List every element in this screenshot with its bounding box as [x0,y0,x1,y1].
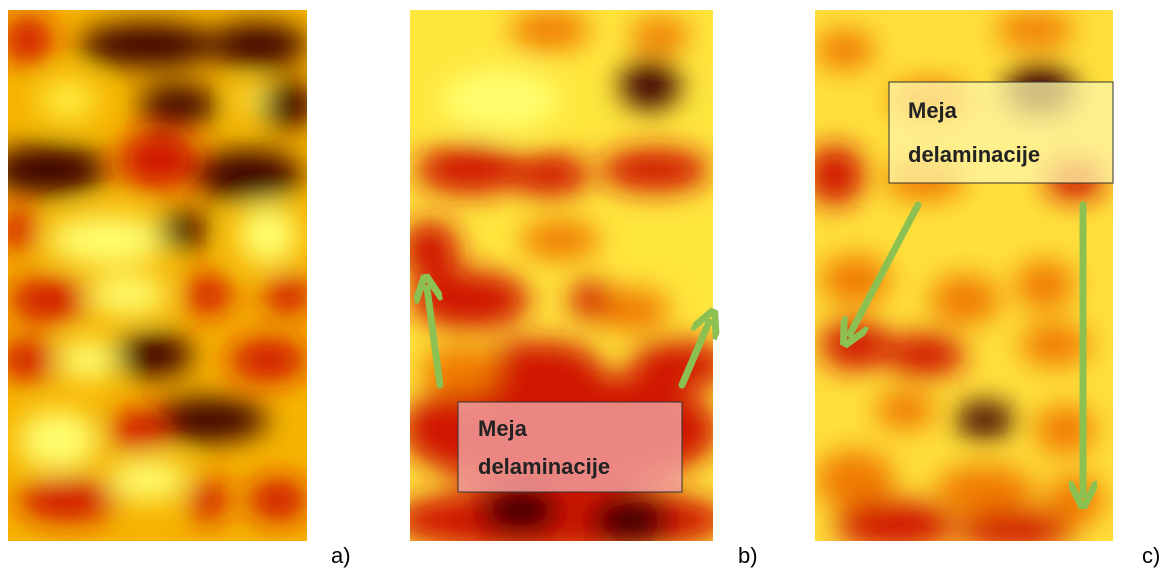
heat-blob [875,390,935,430]
heat-blob [208,23,307,67]
heat-blob [815,145,865,205]
heat-blob [48,215,168,265]
heat-blob [18,478,118,522]
arrows [427,201,1083,495]
heat-blob [8,15,53,65]
annotation-line: Meja [908,98,958,123]
heat-blob [108,460,188,500]
heat-blob [258,83,307,127]
heat-blob [630,17,690,53]
heat-blob [78,23,218,67]
annotation-box [888,81,1114,184]
heat-blob [420,345,500,395]
heat-blob [248,478,307,522]
heat-blob [118,130,198,190]
heat-blob [183,275,233,315]
heat-blob [590,288,670,332]
heat-blob [570,280,610,320]
annotation-line: Meja [478,416,528,441]
heat-blob [228,338,307,382]
heat-blob [18,410,98,470]
heat-blob [590,495,670,541]
heat-blob [148,398,268,442]
heat-blob [8,278,88,322]
heat-blob [88,275,168,315]
thermogram-a [8,10,307,541]
heat-blob [995,12,1075,48]
heat-blob [8,15,307,522]
arrow [850,201,922,334]
heat-blob [188,478,228,522]
heat-blob [1020,323,1090,367]
heat-blob [138,85,218,125]
heat-blob [8,340,58,380]
heat-blob [1015,260,1075,310]
heat-blob [1045,475,1105,525]
panel-label: b) [738,543,758,568]
annotation-line: delaminacije [478,454,610,479]
heat-blob [8,145,108,195]
heat-blob [510,10,590,50]
heat-blob [193,150,303,200]
arrow [678,322,709,389]
heat-blob [410,220,460,280]
heat-blob [510,153,590,197]
heat-blob [955,402,1015,438]
heat-blob [440,70,560,130]
heat-blob [835,500,955,541]
heat-blob [241,88,265,112]
heat-blob [8,210,38,250]
heat-blob [815,30,875,70]
arrow [427,288,444,389]
heat-blob [238,205,298,265]
heat-blob [930,275,1000,325]
heat-blob [58,340,118,380]
heat-blob [158,212,208,248]
heat-blob [935,465,1035,515]
annotation-line: delaminacije [908,142,1040,167]
heat-blob [520,220,600,260]
heat-blob [410,485,713,541]
annotation-box [457,401,683,493]
heat-blob [113,333,193,377]
heat-blob [108,410,168,450]
heat-blob [415,145,525,195]
heat-blob [885,333,965,377]
heat-blob [815,450,895,510]
heat-blob [955,510,1075,541]
heat-blob [38,80,98,120]
panel-label: c) [1142,543,1160,568]
heat-blob [620,60,680,110]
panel-label: a) [331,543,351,568]
heat-blob [480,485,560,535]
heat-blob [600,148,710,192]
heat-blob [263,275,307,315]
